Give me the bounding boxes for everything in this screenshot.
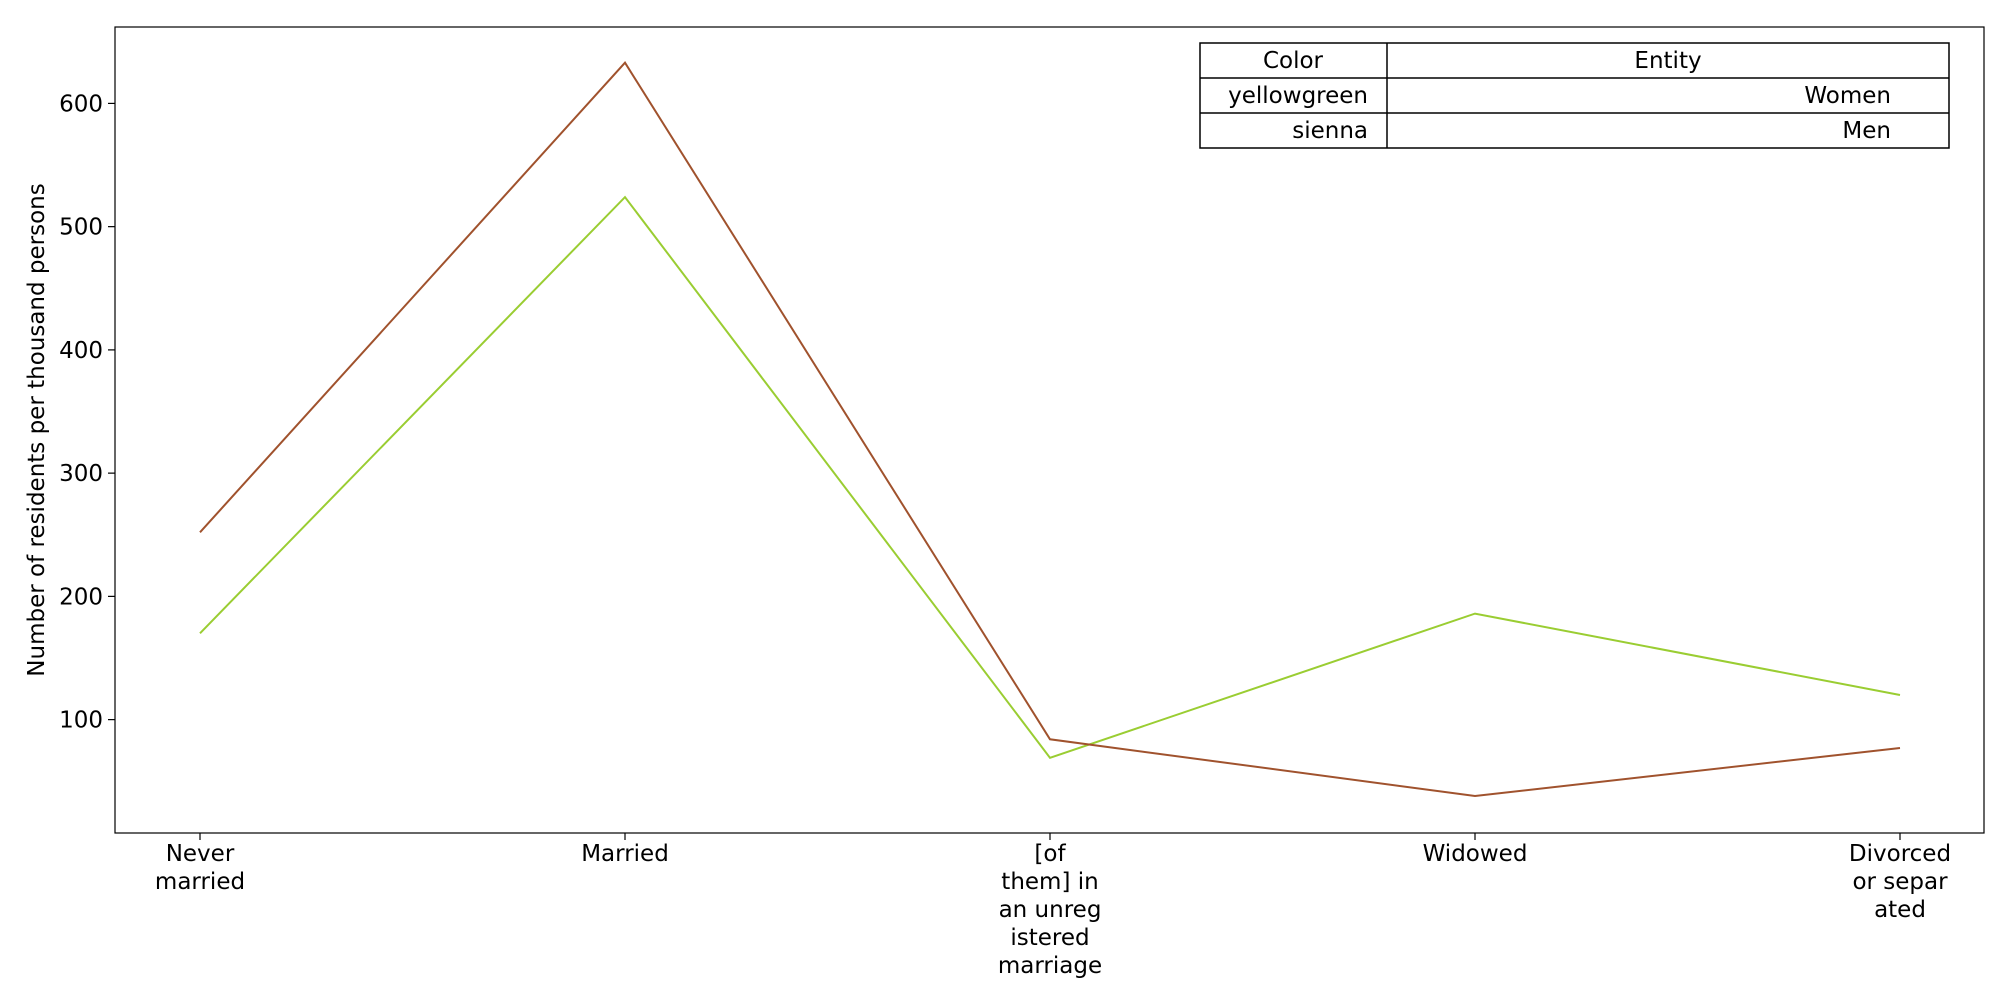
y-tick-label: 100 — [59, 708, 103, 734]
x-tick-label: [of them] in an unreg istered marriage — [998, 841, 1102, 979]
y-tick-label: 300 — [59, 461, 103, 487]
x-tick-label: Never married — [155, 841, 245, 895]
legend-table: Color Entity yellowgreen Women sienna Me… — [1199, 42, 1950, 149]
y-tick-label: 600 — [59, 91, 103, 117]
legend-entity-men: Men — [1842, 118, 1891, 144]
y-tick-label: 500 — [59, 215, 103, 241]
x-tick-label: Divorced or separ ated — [1849, 841, 1951, 923]
y-tick-label: 200 — [59, 584, 103, 610]
legend-header-color: Color — [1263, 48, 1324, 74]
series-layer — [199, 61, 1901, 798]
legend-color-men: sienna — [1292, 118, 1368, 144]
series-line-men — [199, 61, 1901, 798]
x-tick-label: Married — [581, 841, 669, 867]
series-line-women — [199, 195, 1901, 759]
legend-color-women: yellowgreen — [1228, 83, 1368, 109]
y-axis-title: Number of residents per thousand persons — [24, 183, 50, 676]
x-axis: Never married Married [of them] in an unreg is… — [155, 833, 1951, 979]
y-axis: 100 200 300 400 500 600 — [59, 91, 115, 734]
legend-entity-women: Women — [1804, 83, 1891, 109]
x-tick-label: Widowed — [1423, 841, 1528, 867]
legend-header-entity: Entity — [1634, 48, 1701, 74]
y-tick-label: 400 — [59, 338, 103, 364]
legend-table-border — [1199, 42, 1950, 149]
